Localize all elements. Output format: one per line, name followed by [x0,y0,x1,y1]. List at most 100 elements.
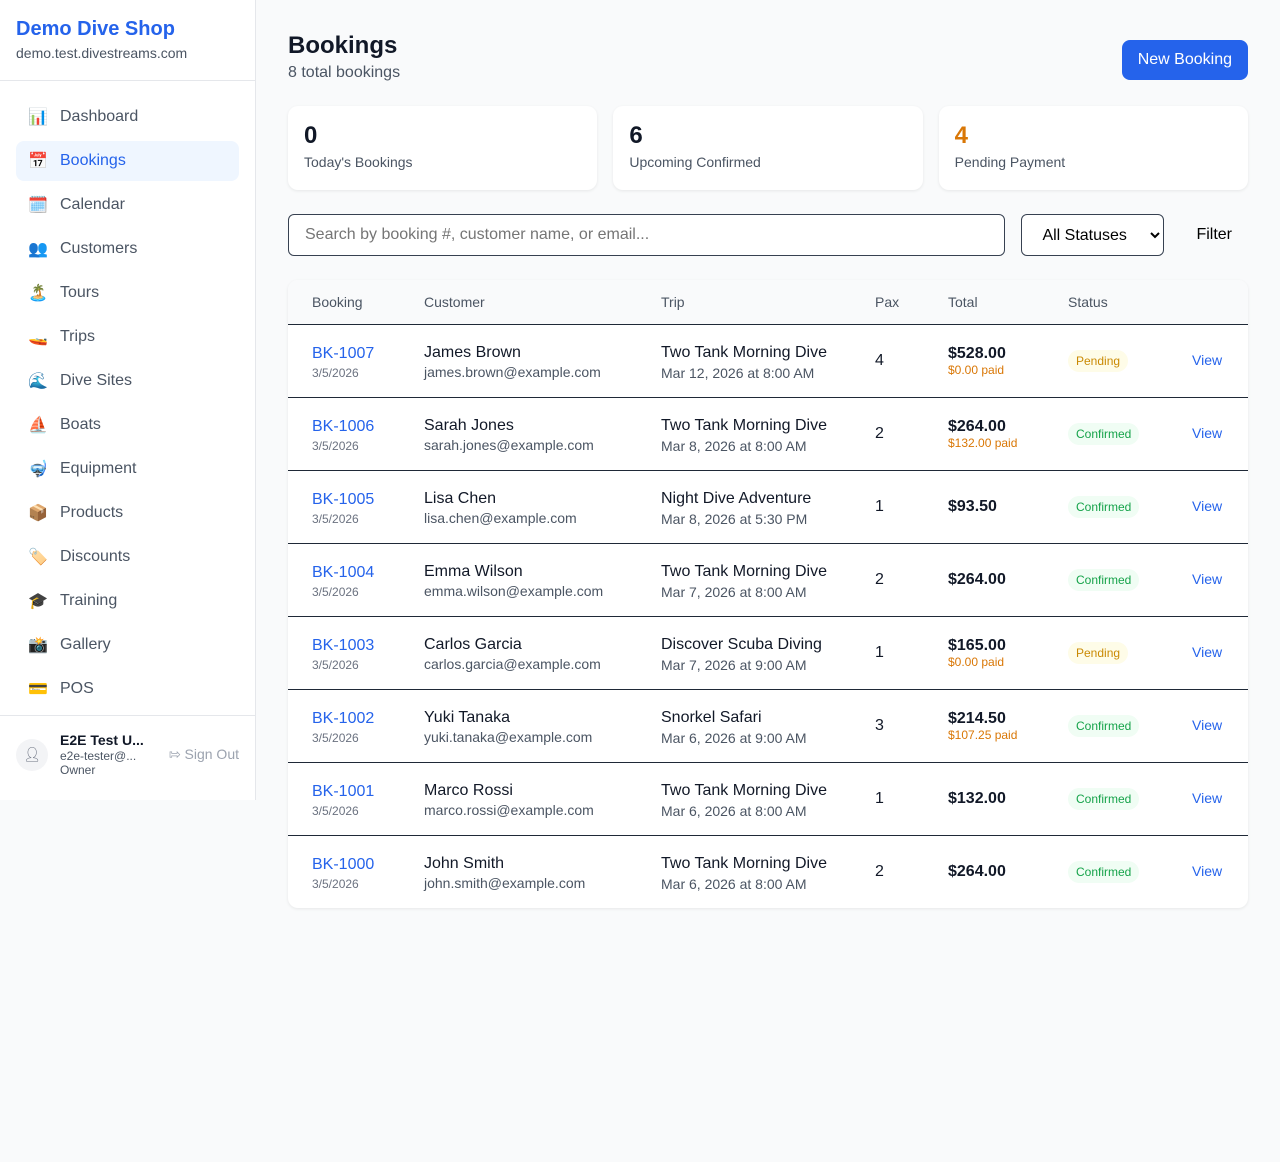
brand: Demo Dive Shop demo.test.divestreams.com [0,0,255,81]
search-input[interactable] [288,214,1006,256]
table-row: BK-1002 3/5/2026 Yuki Tanaka yuki.tanaka@e… [288,689,1248,763]
view-link[interactable]: View [1192,497,1223,514]
view-link[interactable]: View [1192,424,1223,441]
pax: 3 [851,689,924,763]
status-select[interactable]: All Statuses [1021,214,1165,256]
status-badge: Confirmed [1068,568,1140,591]
table-row: BK-1004 3/5/2026 Emma Wilson emma.wilson@e… [288,543,1248,617]
customer-email: sarah.jones@example.com [424,436,594,453]
sidebar-item-boats[interactable]: ⛵ Boats [16,405,239,445]
sidebar-item-trips[interactable]: 🚤 Trips [16,317,239,357]
booking-date: 3/5/2026 [312,511,359,526]
sidebar-item-customers[interactable]: 👥 Customers [16,229,239,269]
filter-button[interactable]: Filter [1180,226,1248,244]
trip-name: Two Tank Morning Dive [661,854,827,872]
stats-row: 0 Today's Bookings 6 Upcoming Confirmed 4 Pen… [288,106,1248,190]
stat-label: Today's Bookings [304,154,413,170]
booking-date: 3/5/2026 [312,584,359,599]
booking-date: 3/5/2026 [312,657,359,672]
trip-date: Mar 8, 2026 at 5:30 PM [661,510,808,527]
sidebar-item-training[interactable]: 🎓 Training [16,581,239,621]
booking-link[interactable]: BK-1002 [312,709,375,727]
trip-date: Mar 12, 2026 at 8:00 AM [661,364,815,381]
view-link[interactable]: View [1192,351,1223,368]
customer-name: Carlos Garcia [424,635,522,653]
page-subtitle: 8 total bookings [288,64,401,81]
sidebar-item-pos[interactable]: 💳 POS [16,669,239,709]
pax: 2 [851,397,924,471]
discounts-icon: 🏷️ [28,549,48,566]
filters: All Statuses Filter [288,214,1248,256]
booking-link[interactable]: BK-1005 [312,490,375,508]
stat-card: 6 Upcoming Confirmed [613,106,923,190]
booking-date: 3/5/2026 [312,730,359,745]
view-link[interactable]: View [1192,862,1223,879]
status-badge: Confirmed [1068,860,1140,883]
trip-date: Mar 6, 2026 at 8:00 AM [661,802,807,819]
booking-link[interactable]: BK-1007 [312,344,375,362]
status-badge: Pending [1068,349,1129,372]
trip-name: Snorkel Safari [661,708,762,726]
customer-name: Emma Wilson [424,562,523,580]
pos-icon: 💳 [28,681,48,698]
view-link[interactable]: View [1192,789,1223,806]
page-title: Bookings [288,32,398,59]
pax: 2 [851,543,924,617]
paid-amount: $0.00 paid [948,362,1005,377]
status-badge: Confirmed [1068,495,1140,518]
user-role: Owner [60,763,96,778]
booking-link[interactable]: BK-1006 [312,417,375,435]
paid-amount: $107.25 paid [948,727,1018,742]
sidebar-item-calendar[interactable]: 🗓️ Calendar [16,185,239,225]
booking-link[interactable]: BK-1003 [312,636,375,654]
column-header: Booking [288,280,400,325]
trip-date: Mar 6, 2026 at 9:00 AM [661,729,807,746]
column-header: Pax [851,280,924,325]
trip-name: Night Dive Adventure [661,489,812,507]
sidebar-nav: 📊 Dashboard 📅 Bookings 🗓️ Calendar 👥 Customers 🏝… [0,81,255,729]
table-row: BK-1001 3/5/2026 Marco Rossi marco.rossi@e… [288,762,1248,836]
booking-link[interactable]: BK-1004 [312,563,375,581]
new-booking-button[interactable]: New Booking [1121,40,1248,80]
sidebar-item-equipment[interactable]: 🤿 Equipment [16,449,239,489]
booking-link[interactable]: BK-1000 [312,855,375,873]
sidebar-item-label: Customers [60,240,138,257]
sidebar-item-bookings[interactable]: 📅 Bookings [16,141,239,181]
view-link[interactable]: View [1192,716,1223,733]
training-icon: 🎓 [28,593,48,610]
customer-email: marco.rossi@example.com [424,801,594,818]
sidebar-item-gallery[interactable]: 📸 Gallery [16,625,239,665]
stat-card: 0 Today's Bookings [288,106,598,190]
products-icon: 📦 [28,505,48,522]
column-header: Status [1044,280,1168,325]
status-badge: Confirmed [1068,714,1140,737]
customer-email: john.smith@example.com [424,874,586,891]
booking-link[interactable]: BK-1001 [312,782,375,800]
booking-date: 3/5/2026 [312,438,359,453]
trip-name: Two Tank Morning Dive [661,562,827,580]
booking-date: 3/5/2026 [312,876,359,891]
shop-name[interactable]: Demo Dive Shop [16,18,175,40]
stat-value: 6 [629,122,643,149]
total: $528.00 [948,344,1006,362]
trip-date: Mar 8, 2026 at 8:00 AM [661,437,807,454]
sidebar-item-label: Discounts [60,548,131,565]
boats-icon: ⛵ [28,417,48,434]
pax: 1 [851,762,924,836]
sidebar-item-dive-sites[interactable]: 🌊 Dive Sites [16,361,239,401]
sidebar-item-discounts[interactable]: 🏷️ Discounts [16,537,239,577]
status-badge: Pending [1068,641,1129,664]
stat-label: Upcoming Confirmed [629,154,761,170]
sign-out-button[interactable]: ⇰ Sign Out [169,746,239,763]
column-header: Trip [637,280,851,325]
view-link[interactable]: View [1192,570,1223,587]
trip-name: Two Tank Morning Dive [661,416,827,434]
sidebar-item-products[interactable]: 📦 Products [16,493,239,533]
sidebar-item-tours[interactable]: 🏝️ Tours [16,273,239,313]
sidebar: Demo Dive Shop demo.test.divestreams.com… [0,0,256,800]
sidebar-item-dashboard[interactable]: 📊 Dashboard [16,97,239,137]
stat-label: Pending Payment [954,154,1066,170]
pax: 2 [875,862,884,880]
trip-date: Mar 6, 2026 at 8:00 AM [661,875,807,892]
view-link[interactable]: View [1192,643,1223,660]
